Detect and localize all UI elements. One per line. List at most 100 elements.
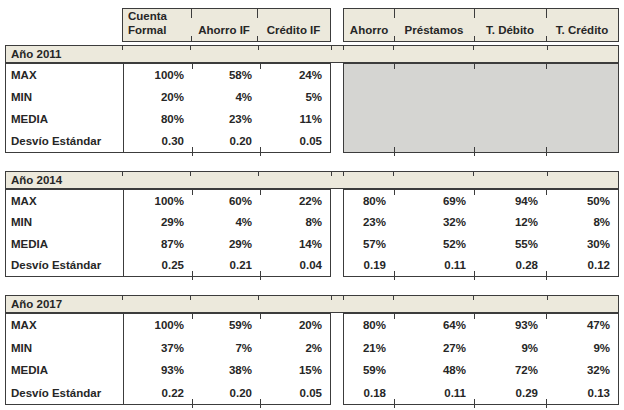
data-cell: 8% — [546, 212, 618, 234]
data-cell: 60% — [192, 190, 260, 212]
data-cell: 14% — [260, 233, 330, 255]
data-cell: 93% — [474, 314, 546, 337]
column-tick — [331, 296, 332, 300]
right-header-block: Ahorro Préstamos T. Débito T. Crédito — [343, 8, 619, 42]
data-cell: 23% — [192, 108, 260, 130]
column-tick — [393, 46, 394, 50]
column-tick — [473, 296, 474, 300]
row-label-column: MAX MIN MEDIA Desvío Estándar — [6, 190, 124, 276]
row-label: Desvío Estándar — [6, 130, 123, 152]
data-cell: 7% — [192, 337, 260, 360]
data-cell: 94% — [474, 190, 546, 212]
data-cell: 0.30 — [124, 130, 192, 152]
table-row: 0.25 0.21 0.04 — [124, 255, 330, 277]
data-cell: 100% — [124, 190, 192, 212]
data-cell: 0.25 — [124, 255, 192, 277]
data-cell: 87% — [124, 233, 192, 255]
statistics-table-page: Cuenta Formal Ahorro IF Crédito IF Ahorr… — [0, 0, 624, 410]
data-cell: 0.11 — [394, 382, 474, 405]
data-cell: 8% — [260, 212, 330, 234]
column-tick — [190, 172, 191, 176]
row-label: MEDIA — [6, 233, 123, 255]
empty-cell — [474, 130, 546, 152]
data-cell: 0.04 — [260, 255, 330, 277]
column-tick — [331, 172, 332, 176]
data-cell: 0.28 — [474, 255, 546, 277]
column-tick — [547, 296, 548, 300]
row-label: MAX — [6, 190, 123, 212]
table-row: 0.19 0.11 0.28 0.12 — [344, 255, 618, 277]
column-tick — [122, 172, 123, 176]
data-cell: 24% — [260, 64, 330, 86]
year-band-label: Año 2017 — [11, 298, 62, 310]
data-grid — [344, 64, 618, 152]
empty-cell — [474, 108, 546, 130]
empty-cell — [344, 108, 394, 130]
data-cell: 23% — [344, 212, 394, 234]
table-row: 93% 38% 15% — [124, 359, 330, 382]
data-cell: 48% — [394, 359, 474, 382]
data-cell: 100% — [124, 64, 192, 86]
table-row — [344, 86, 618, 108]
data-block-2014-right: 80% 69% 94% 50% 23% 32% 12% 8% 57% 52% 5… — [343, 189, 619, 277]
empty-cell — [344, 86, 394, 108]
data-grid: 100% 59% 20% 37% 7% 2% 93% 38% 15% 0.22 … — [124, 314, 330, 404]
left-header-block: Cuenta Formal Ahorro IF Crédito IF — [122, 8, 331, 42]
empty-cell — [474, 64, 546, 86]
row-label: MIN — [6, 337, 123, 360]
table-row: 57% 52% 55% 30% — [344, 233, 618, 255]
data-cell: 9% — [546, 337, 618, 360]
column-header: Préstamos — [394, 9, 474, 41]
data-cell: 30% — [546, 233, 618, 255]
column-tick — [393, 296, 394, 300]
data-grid: 100% 58% 24% 20% 4% 5% 80% 23% 11% 0.30 … — [124, 64, 330, 152]
data-cell: 0.18 — [344, 382, 394, 405]
data-cell: 38% — [192, 359, 260, 382]
table-row: 100% 58% 24% — [124, 64, 330, 86]
empty-cell — [344, 64, 394, 86]
data-cell: 55% — [474, 233, 546, 255]
empty-cell — [394, 86, 474, 108]
empty-cell — [546, 86, 618, 108]
table-row: 37% 7% 2% — [124, 337, 330, 360]
year-band-2014: Año 2014 — [5, 171, 619, 189]
empty-cell — [546, 130, 618, 152]
row-label-column: MAX MIN MEDIA Desvío Estándar — [6, 314, 124, 404]
table-row — [344, 108, 618, 130]
data-block-2014-left: MAX MIN MEDIA Desvío Estándar 100% 60% 2… — [5, 189, 331, 277]
data-cell: 4% — [192, 212, 260, 234]
column-tick — [331, 46, 332, 50]
data-cell: 52% — [394, 233, 474, 255]
data-cell: 0.20 — [192, 382, 260, 405]
data-cell: 59% — [192, 314, 260, 337]
empty-cell — [394, 64, 474, 86]
row-label: MAX — [6, 64, 123, 86]
data-cell: 9% — [474, 337, 546, 360]
column-header: Crédito IF — [257, 9, 330, 41]
data-cell: 57% — [344, 233, 394, 255]
row-label-column: MAX MIN MEDIA Desvío Estándar — [6, 64, 124, 152]
data-cell: 47% — [546, 314, 618, 337]
data-cell: 22% — [260, 190, 330, 212]
table-row: 80% 23% 11% — [124, 108, 330, 130]
column-header: Ahorro IF — [191, 9, 257, 41]
data-cell: 2% — [260, 337, 330, 360]
data-cell: 20% — [260, 314, 330, 337]
data-cell: 80% — [344, 190, 394, 212]
empty-cell — [394, 130, 474, 152]
data-grid: 80% 69% 94% 50% 23% 32% 12% 8% 57% 52% 5… — [344, 190, 618, 276]
table-row: 0.30 0.20 0.05 — [124, 130, 330, 152]
table-row: 80% 64% 93% 47% — [344, 314, 618, 337]
data-cell: 27% — [394, 337, 474, 360]
column-tick — [343, 46, 344, 50]
empty-cell — [474, 86, 546, 108]
column-tick — [547, 46, 548, 50]
data-cell: 0.22 — [124, 382, 192, 405]
data-cell: 58% — [192, 64, 260, 86]
data-cell: 72% — [474, 359, 546, 382]
column-tick — [190, 296, 191, 300]
column-tick — [258, 296, 259, 300]
row-label: Desvío Estándar — [6, 382, 123, 405]
column-tick — [258, 172, 259, 176]
empty-cell — [546, 108, 618, 130]
